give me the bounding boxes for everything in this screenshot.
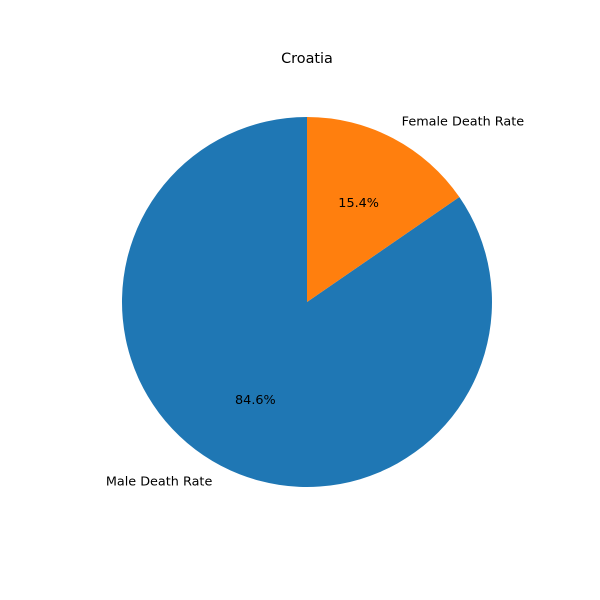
pie-slices (121, 117, 492, 487)
pie-slice-male (121, 117, 492, 487)
chart-title: Croatia (281, 51, 333, 67)
slice-label-female: Female Death Rate (402, 114, 525, 129)
pie-slice-female (307, 117, 460, 302)
pct-label-female: 15.4% (338, 196, 379, 211)
slice-label-male: Male Death Rate (106, 475, 213, 490)
pie-labels: Male Death Rate 84.6% Female Death Rate 15.… (106, 114, 524, 489)
pct-label-male: 84.6% (235, 393, 276, 408)
